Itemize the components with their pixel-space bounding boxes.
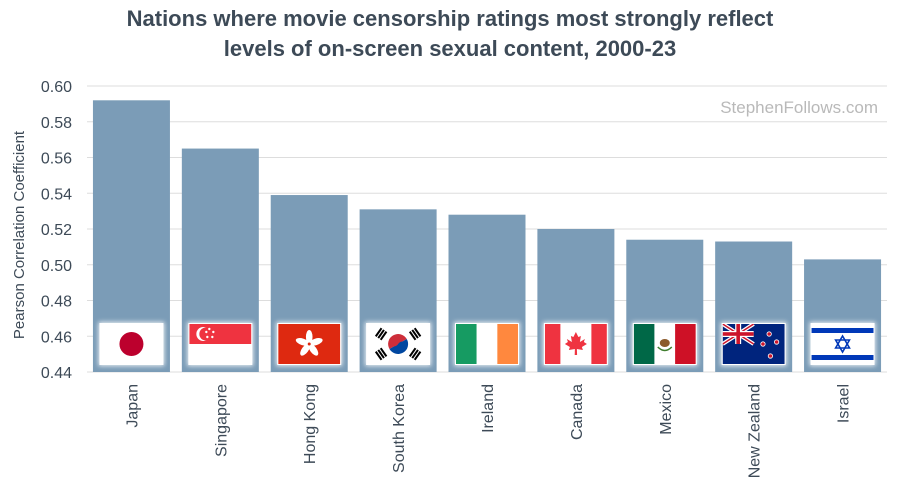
x-tick-label: Ireland	[480, 384, 497, 433]
japan-flag-icon	[98, 322, 165, 366]
y-tick-label: 0.58	[41, 115, 72, 132]
mexico-flag-icon	[631, 322, 698, 366]
chart-title-line-1: Nations where movie censorship ratings m…	[126, 6, 774, 31]
y-tick-label: 0.48	[41, 294, 72, 311]
singapore-flag-icon	[187, 322, 254, 366]
y-tick-labels: 0.44 0.46 0.48 0.50 0.52 0.54 0.56 0.58 0.60	[41, 79, 72, 382]
x-tick-label: Japan	[124, 384, 141, 428]
x-tick-label: Singapore	[213, 384, 230, 457]
x-tick-label: New Zealand	[747, 384, 764, 478]
chart-title-line-2: levels of on-screen sexual content, 2000…	[223, 36, 677, 61]
x-tick-label: Hong Kong	[302, 384, 319, 464]
x-tick-label: Mexico	[658, 384, 675, 435]
x-tick-label: Canada	[569, 384, 586, 440]
watermark: StephenFollows.com	[720, 98, 878, 117]
y-tick-label: 0.56	[41, 151, 72, 168]
flags	[98, 322, 876, 366]
x-tick-label: South Korea	[391, 384, 408, 473]
y-tick-label: 0.44	[41, 365, 72, 382]
hong-kong-flag-icon	[276, 322, 343, 366]
ireland-flag-icon	[454, 322, 520, 366]
south-korea-flag-icon	[365, 322, 432, 366]
y-tick-label: 0.46	[41, 329, 72, 346]
new-zealand-flag-icon	[720, 322, 787, 366]
chart-title: Nations where movie censorship ratings m…	[0, 4, 900, 64]
y-tick-label: 0.50	[41, 258, 72, 275]
y-tick-label: 0.60	[41, 79, 72, 96]
x-tick-label: Israel	[836, 384, 853, 423]
y-tick-label: 0.54	[41, 186, 72, 203]
y-axis-label: Pearson Correlation Coefficient	[11, 130, 28, 339]
y-tick-label: 0.52	[41, 222, 72, 239]
canada-flag-icon	[542, 322, 609, 366]
israel-flag-icon	[809, 322, 876, 366]
x-tick-labels: Japan Singapore Hong Kong South Korea Irelan…	[124, 384, 852, 478]
